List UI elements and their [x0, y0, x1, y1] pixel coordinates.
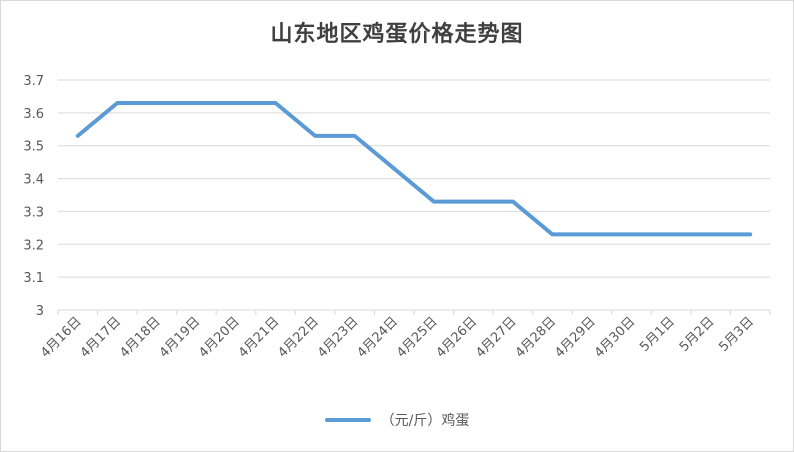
x-tick-label: 4月16日: [38, 314, 85, 361]
series-layer: [75, 101, 753, 237]
y-axis-ticks: 3 3.1 3.2 3.3 3.4 3.5 3.6 3.7: [23, 74, 44, 319]
data-point: [512, 201, 514, 203]
legend-label: （元/斤）鸡蛋: [380, 413, 470, 429]
data-point: [156, 102, 158, 104]
data-point: [631, 233, 633, 235]
x-tick-label: 4月21日: [236, 314, 283, 361]
x-tick-label: 4月22日: [275, 314, 322, 361]
data-point: [314, 135, 316, 137]
data-point: [275, 102, 277, 104]
y-tick-label: 3.3: [23, 205, 44, 220]
y-tick-label: 3.7: [23, 74, 44, 89]
x-tick-label: 5月1日: [637, 314, 678, 355]
data-point: [710, 233, 712, 235]
series-line: [75, 101, 753, 237]
x-tick-label: 5月3日: [716, 314, 757, 355]
data-point: [472, 201, 474, 203]
legend: （元/斤）鸡蛋: [0, 410, 794, 430]
x-tick-label: 5月2日: [677, 314, 718, 355]
legend-swatch: [324, 418, 371, 422]
data-point: [749, 233, 751, 235]
x-tick-label: 4月27日: [473, 314, 520, 361]
data-point: [551, 233, 553, 235]
data-point: [77, 135, 79, 137]
y-tick-label: 3: [36, 304, 44, 319]
x-tick-label: 4月19日: [157, 314, 204, 361]
data-point: [354, 135, 356, 137]
x-tick-label: 4月24日: [355, 314, 402, 361]
y-tick-label: 3.6: [23, 107, 44, 122]
x-tick-label: 4月25日: [394, 314, 441, 361]
x-tick-label: 4月28日: [513, 314, 560, 361]
x-tick-label: 4月30日: [592, 314, 639, 361]
y-tick-label: 3.1: [23, 271, 44, 286]
data-point: [393, 168, 395, 170]
chart-title: 山东地区鸡蛋价格走势图: [270, 21, 524, 47]
data-point: [433, 201, 435, 203]
x-tick-label: 4月26日: [434, 314, 481, 361]
y-tick-label: 3.4: [23, 173, 44, 188]
data-point: [195, 102, 197, 104]
x-tick-label: 4月23日: [315, 314, 362, 361]
x-tick-label: 4月29日: [552, 314, 599, 361]
x-tick-label: 4月18日: [117, 314, 164, 361]
data-point: [670, 233, 672, 235]
data-point: [116, 102, 118, 104]
y-tick-label: 3.2: [23, 238, 44, 253]
x-tick-label: 4月17日: [78, 314, 125, 361]
data-point: [591, 233, 593, 235]
x-axis-ticks: 4月16日4月17日4月18日4月19日4月20日4月21日4月22日4月23日…: [38, 310, 771, 361]
y-tick-label: 3.5: [23, 140, 44, 155]
data-point: [235, 102, 237, 104]
x-tick-label: 4月20日: [196, 314, 243, 361]
grid-lines: [58, 79, 770, 311]
